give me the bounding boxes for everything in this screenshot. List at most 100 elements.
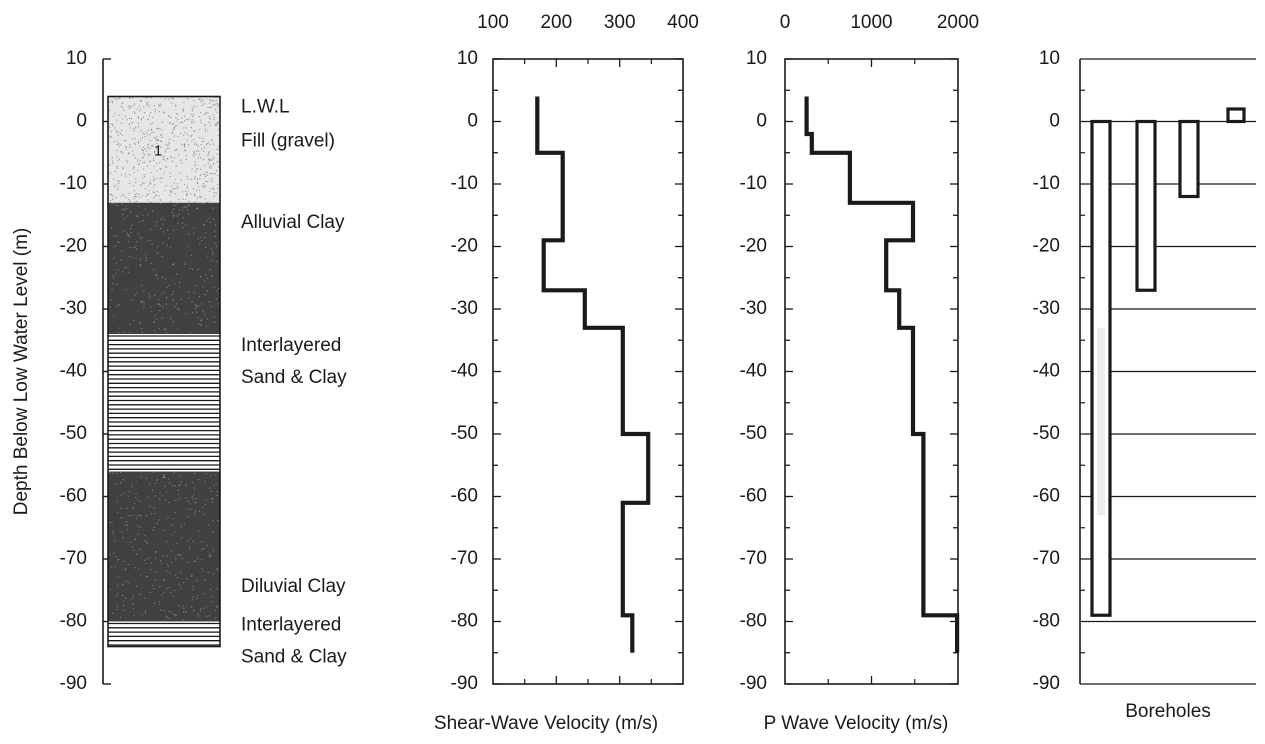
clay-stipple [201, 559, 203, 561]
p-wave-velocity-panel: 10 0 -10 -20 -30 -40 -50 -60 -70 -80 -90 0 1000 2000 P… [740, 12, 980, 734]
clay-stipple [164, 329, 167, 331]
clay-stipple [134, 567, 136, 569]
gravel-dot [142, 149, 144, 152]
y-tick-label: -20 [451, 236, 478, 257]
clay-stipple [164, 278, 167, 280]
clay-stipple [155, 275, 157, 277]
gravel-dot [131, 150, 134, 152]
gravel-dot [200, 98, 202, 100]
clay-stipple [151, 585, 154, 587]
clay-stipple [147, 214, 149, 216]
clay-stipple [193, 232, 195, 234]
clay-stipple [118, 304, 120, 306]
gravel-dot [207, 112, 209, 114]
gravel-dot [176, 185, 178, 188]
clay-stipple [143, 303, 145, 305]
clay-stipple [136, 553, 138, 555]
gravel-dot [117, 160, 119, 162]
gravel-dot [204, 130, 207, 132]
clay-stipple [155, 551, 157, 553]
gravel-dot [115, 196, 117, 198]
gravel-dot [118, 180, 120, 182]
clay-stipple [151, 244, 153, 246]
gravel-dot [116, 166, 118, 168]
clay-stipple [176, 576, 178, 579]
clay-stipple [131, 483, 133, 486]
clay-stipple [204, 294, 206, 296]
clay-stipple [169, 572, 171, 574]
clay-stipple [165, 615, 168, 617]
clay-stipple [208, 301, 210, 303]
clay-stipple [186, 578, 188, 580]
gravel-dot [141, 148, 143, 151]
gravel-dot [118, 97, 120, 99]
clay-stipple [132, 603, 134, 605]
clay-stipple [192, 540, 194, 542]
clay-stipple [213, 286, 215, 288]
soil-layer-label: Interlayered Sand & Clay [241, 335, 347, 388]
gravel-dot [160, 146, 162, 148]
clay-stipple [163, 328, 165, 330]
soil-layer-label-line: Diluvial Clay [241, 576, 346, 597]
gravel-dot [136, 108, 138, 110]
gravel-dot [114, 112, 116, 114]
gravel-dot [218, 148, 220, 150]
gravel-dot [134, 195, 137, 198]
gravel-dot [136, 200, 138, 202]
gravel-dot [126, 159, 128, 162]
clay-stipple [135, 257, 137, 260]
clay-stipple [196, 311, 198, 313]
clay-stipple [190, 575, 193, 577]
gravel-dot [146, 165, 149, 167]
gravel-dot [125, 146, 128, 148]
clay-stipple [210, 306, 212, 308]
gravel-dot [168, 141, 170, 143]
gravel-dot [188, 135, 190, 137]
clay-stipple [213, 485, 215, 487]
clay-stipple [210, 475, 212, 477]
clay-stipple [215, 474, 217, 476]
clay-stipple [145, 477, 147, 479]
gravel-dot [116, 98, 118, 100]
gravel-dot [204, 185, 207, 187]
y-tick-label: -60 [740, 486, 767, 507]
clay-stipple [143, 559, 145, 561]
gravel-dot [138, 142, 140, 144]
clay-stipple [193, 609, 195, 612]
gravel-dot [174, 178, 176, 180]
gravel-dot [143, 154, 145, 156]
gravel-dot [205, 111, 207, 114]
gravel-dot [147, 185, 149, 187]
x-tick-label: 2000 [937, 12, 979, 33]
gravel-dot [215, 103, 217, 105]
gravel-dot [216, 124, 218, 126]
gravel-dot [173, 128, 175, 131]
clay-stipple [168, 482, 170, 484]
clay-stipple [176, 543, 178, 545]
clay-stipple [201, 541, 203, 543]
clay-stipple [213, 316, 216, 318]
clay-stipple [171, 534, 173, 536]
clay-stipple [162, 579, 165, 582]
velocity-profile-line [535, 96, 651, 653]
gravel-dot [208, 121, 210, 123]
y-tick-label: -10 [740, 173, 767, 194]
gravel-dot [137, 116, 139, 118]
gravel-dot [213, 195, 215, 197]
gravel-dot [172, 123, 174, 125]
clay-stipple [153, 526, 156, 529]
clay-stipple [163, 218, 165, 221]
gravel-dot [143, 182, 145, 185]
clay-stipple [191, 606, 193, 608]
gravel-dot [186, 194, 188, 197]
clay-stipple [195, 304, 197, 306]
clay-stipple [209, 588, 212, 591]
gravel-dot [158, 105, 160, 107]
clay-stipple [211, 601, 213, 603]
clay-stipple [116, 472, 118, 475]
gravel-dot [153, 192, 155, 194]
gravel-dot [194, 161, 196, 163]
gravel-dot [167, 144, 169, 146]
gravel-dot [193, 177, 196, 180]
gravel-dot [213, 192, 215, 194]
